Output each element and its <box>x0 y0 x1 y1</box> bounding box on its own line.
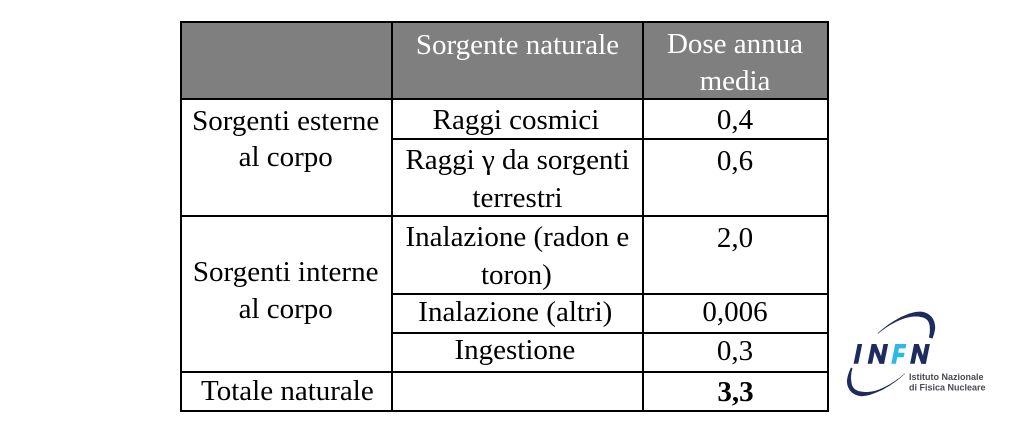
svg-text:Istituto Nazionale: Istituto Nazionale <box>909 372 984 382</box>
svg-text:di Fisica Nucleare: di Fisica Nucleare <box>909 383 986 393</box>
